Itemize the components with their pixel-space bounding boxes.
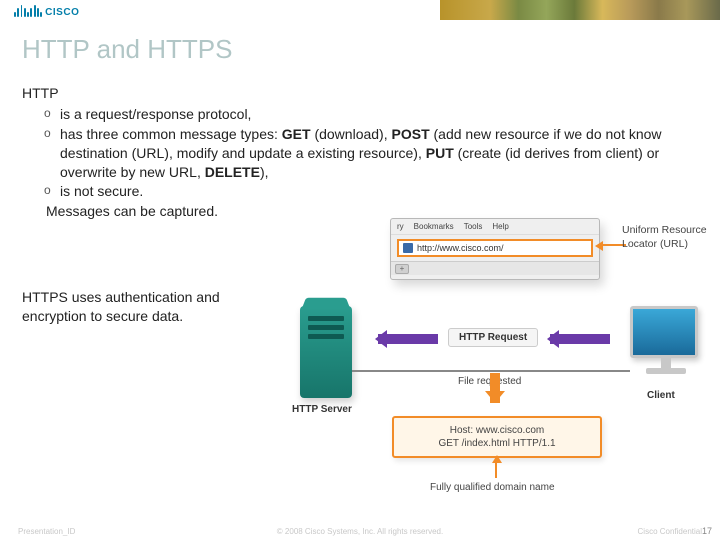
header-photo-band [440,0,720,20]
bullet-list: is a request/response protocol, has thre… [22,105,698,201]
host-line-2: GET /index.html HTTP/1.1 [402,437,592,450]
browser-menubar: ry Bookmarks Tools Help [391,219,599,235]
favicon-icon [403,243,413,253]
client-label: Client [647,390,675,401]
url-text: http://www.cisco.com/ [417,243,504,253]
bullet-item: is a request/response protocol, [44,105,698,124]
tab-icon: + [395,264,409,274]
footer-mid: © 2008 Cisco Systems, Inc. All rights re… [277,527,443,536]
http-diagram: ry Bookmarks Tools Help http://www.cisco… [300,218,710,503]
footer: Presentation_ID © 2008 Cisco Systems, In… [0,527,720,536]
footer-right: Cisco Confidential [638,527,702,536]
body-content: HTTP is a request/response protocol, has… [22,84,698,221]
bullet-item: is not secure. [44,182,698,201]
page-number: 17 [702,526,712,536]
url-label: Uniform Resource Locator (URL) [622,224,707,251]
server-icon [300,306,352,398]
footer-left: Presentation_ID [18,527,75,536]
https-paragraph: HTTPS uses authentication and encryption… [22,288,282,326]
client-monitor-icon [630,306,702,378]
request-arrow-right-icon [550,334,610,344]
slide-title: HTTP and HTTPS [22,34,232,65]
address-bar: http://www.cisco.com/ [397,239,593,257]
http-request-label: HTTP Request [448,328,538,347]
browser-tabbar: + [391,261,599,275]
fqdn-label: Fully qualified domain name [430,482,555,493]
http-heading: HTTP [22,84,698,103]
bullet-item: has three common message types: GET (dow… [44,125,698,182]
cisco-logo: CISCO [14,3,79,17]
network-cable [352,370,630,372]
down-arrow-icon [490,373,500,403]
host-line-1: Host: www.cisco.com [402,424,592,437]
logo-text: CISCO [45,7,79,18]
server-label: HTTP Server [292,404,352,415]
browser-window: ry Bookmarks Tools Help http://www.cisco… [390,218,600,280]
request-arrow-left-icon [378,334,438,344]
fqdn-arrow-icon [495,458,497,478]
logo-bars-icon [14,3,42,17]
